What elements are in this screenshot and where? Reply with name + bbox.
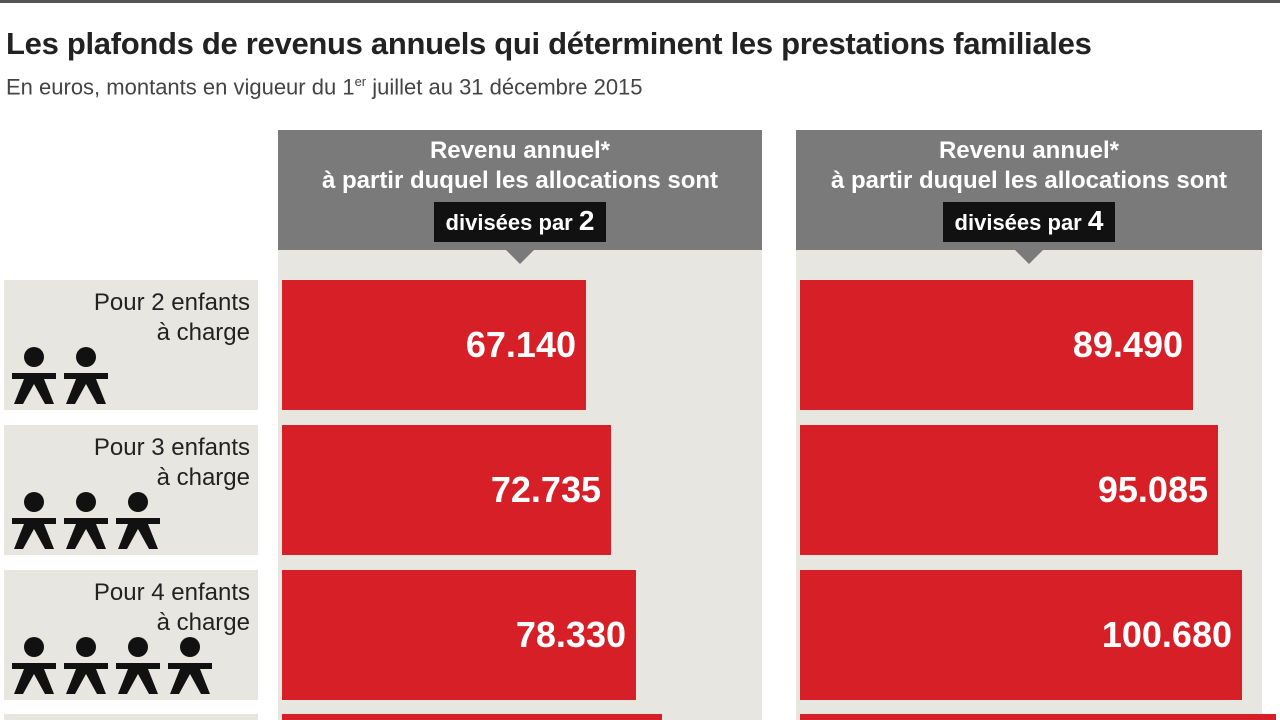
row-label-4-children: Pour 4 enfants à charge: [4, 570, 258, 700]
bar-value-label: 95.085: [1097, 469, 1208, 510]
row-label-line: à charge: [156, 609, 250, 636]
bar-cropped: [282, 714, 662, 720]
column-header-line: Revenu annuel*: [429, 137, 611, 164]
bar-value-label: 67.140: [465, 324, 576, 365]
badge-text: divisées par: [954, 210, 1088, 235]
child-figure-icon: [62, 636, 110, 696]
child-figure-icon: [10, 491, 58, 551]
row-label-line: Pour 4 enfants: [93, 579, 250, 606]
child-figure-icon: [62, 346, 110, 406]
child-figure-icon: [114, 491, 162, 551]
column-header-line: Revenu annuel*: [938, 137, 1120, 164]
pointer-arrow-icon: [506, 250, 534, 264]
column-header-line: à partir duquel les allocations sont: [830, 167, 1228, 194]
column-header-1: Revenu annuel* à partir duquel les alloc…: [278, 130, 762, 264]
chart-title: Les plafonds de revenus annuels qui déte…: [6, 26, 1092, 61]
bar-1-1: 67.140: [282, 280, 586, 410]
divisor-badge: divisées par 4: [942, 202, 1116, 242]
top-rule: [0, 0, 1280, 3]
bar-2-2: 95.085: [800, 425, 1218, 555]
badge-number: 2: [578, 205, 595, 236]
child-figure-icon: [166, 636, 214, 696]
row-label-line: à charge: [156, 319, 250, 346]
bar-cropped: [800, 714, 1276, 720]
row-label-line: Pour 2 enfants: [93, 289, 250, 316]
badge-text: divisées par: [445, 210, 579, 235]
bar-1-2: 72.735: [282, 425, 611, 555]
bar-2-3: 100.680: [800, 570, 1242, 700]
row-label-cropped: [4, 714, 258, 720]
column-header-line: à partir duquel les allocations sont: [321, 167, 719, 194]
bar-2-1: 89.490: [800, 280, 1193, 410]
bar-value-label: 100.680: [1101, 614, 1232, 655]
badge-number: 4: [1087, 205, 1104, 236]
subtitle-superscript: er: [354, 74, 367, 89]
child-figure-icon: [10, 346, 58, 406]
chart-subtitle: En euros, montants en vigueur du 1er jui…: [6, 74, 643, 100]
subtitle-part: juillet au 31 décembre 2015: [366, 74, 643, 100]
row-label-3-children: Pour 3 enfants à charge: [4, 425, 258, 555]
bar-value-label: 78.330: [515, 614, 626, 655]
bar-1-3: 78.330: [282, 570, 636, 700]
column-header-2: Revenu annuel* à partir duquel les alloc…: [796, 130, 1262, 264]
subtitle-part: En euros, montants en vigueur du 1: [6, 74, 355, 100]
row-label-line: à charge: [156, 464, 250, 491]
pointer-arrow-icon: [1015, 250, 1043, 264]
row-label-line: Pour 3 enfants: [93, 434, 250, 461]
child-figure-icon: [62, 491, 110, 551]
child-figure-icon: [10, 636, 58, 696]
bar-value-label: 89.490: [1072, 324, 1183, 365]
child-figure-icon: [114, 636, 162, 696]
row-label-text: Pour 2 enfants à charge: [94, 288, 250, 348]
row-label-text: Pour 3 enfants à charge: [94, 433, 250, 493]
row-label-2-children: Pour 2 enfants à charge: [4, 280, 258, 410]
divisor-badge: divisées par 2: [433, 202, 607, 242]
row-label-text: Pour 4 enfants à charge: [94, 578, 250, 638]
bar-value-label: 72.735: [490, 469, 601, 510]
